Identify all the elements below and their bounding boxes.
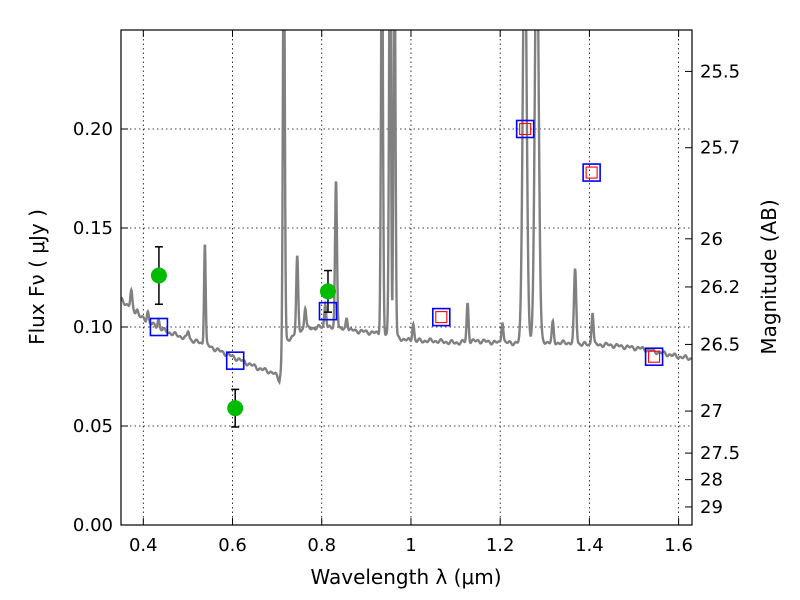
mag-tick-label: 29 bbox=[700, 497, 723, 518]
mag-tick-label: 27.5 bbox=[700, 443, 740, 464]
grid-lines bbox=[121, 30, 692, 525]
mag-tick-label: 26.2 bbox=[700, 277, 740, 298]
x-tick-label: 1.6 bbox=[664, 535, 693, 556]
x-tick-label: 1.4 bbox=[575, 535, 604, 556]
mag-tick-label: 27 bbox=[700, 401, 723, 422]
model-spectrum bbox=[121, 30, 692, 386]
mag-tick-label: 28 bbox=[700, 470, 723, 491]
x-axis-title: Wavelength λ (μm) bbox=[310, 565, 501, 589]
y-tick-label: 0.00 bbox=[73, 515, 113, 536]
model-flux-inner-square bbox=[585, 166, 598, 179]
x-tick-label: 0.4 bbox=[129, 535, 158, 556]
model-flux-inner-square bbox=[648, 350, 661, 363]
x-tick-label: 1 bbox=[405, 535, 416, 556]
model-flux-square bbox=[149, 317, 169, 337]
spectrum-line bbox=[121, 30, 692, 386]
y-axis-title: Flux Fν ( μJy ) bbox=[25, 209, 49, 345]
x-tick-label: 1.2 bbox=[486, 535, 515, 556]
model-flux-square bbox=[582, 163, 601, 182]
observed-flux-point bbox=[227, 400, 244, 417]
photometry-markers bbox=[149, 119, 664, 428]
model-flux-inner-square bbox=[435, 311, 448, 324]
y-tick-label: 0.10 bbox=[73, 317, 113, 338]
mag-tick-label: 26 bbox=[700, 229, 723, 250]
y-tick-label: 0.20 bbox=[73, 119, 113, 140]
observed-flux-point bbox=[319, 283, 336, 300]
mag-tick-label: 25.5 bbox=[700, 61, 740, 82]
observed-flux-point bbox=[150, 267, 167, 284]
plot-frame bbox=[120, 29, 693, 526]
axes: 0.4 0.6 0.8 1 1.2 1.4 1.6 0.00 0.05 0.10 0.15 0.20 2… bbox=[73, 29, 740, 556]
y-tick-label: 0.05 bbox=[73, 416, 113, 437]
x-tick-label: 0.6 bbox=[218, 535, 247, 556]
right-axis-title: Magnitude (AB) bbox=[757, 199, 781, 354]
x-tick-label: 0.8 bbox=[307, 535, 336, 556]
model-flux-square bbox=[515, 119, 535, 139]
mag-tick-label: 26.5 bbox=[700, 334, 740, 355]
mag-tick-label: 25.7 bbox=[700, 138, 740, 159]
model-flux-square bbox=[431, 307, 451, 327]
model-flux-inner-square bbox=[519, 122, 532, 136]
model-flux-square bbox=[225, 351, 245, 370]
model-flux-square bbox=[644, 347, 664, 367]
y-tick-label: 0.15 bbox=[73, 218, 113, 239]
